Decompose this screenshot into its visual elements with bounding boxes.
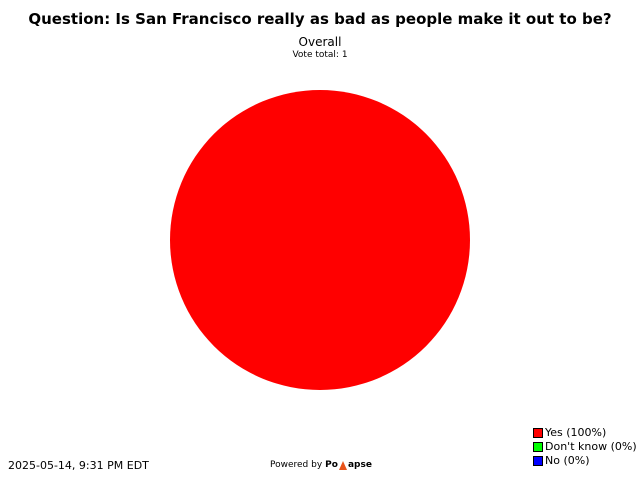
legend-swatch-no (533, 456, 543, 466)
brand-text-left: Po (325, 460, 338, 470)
legend-item-no: No (0%) (533, 454, 637, 468)
legend: Yes (100%) Don't know (0%) No (0%) (533, 426, 637, 468)
brand-logo[interactable]: Po apse (325, 460, 372, 470)
legend-label-yes: Yes (100%) (545, 426, 607, 439)
brand-text-right: apse (347, 460, 372, 470)
legend-item-dont-know: Don't know (0%) (533, 440, 637, 454)
powered-by-label: Powered by (270, 460, 323, 470)
pie-slice-yes (170, 90, 470, 390)
legend-swatch-yes (533, 428, 543, 438)
vote-total: Vote total: 1 (292, 50, 348, 60)
timestamp: 2025-05-14, 9:31 PM EDT (8, 459, 149, 472)
legend-item-yes: Yes (100%) (533, 426, 637, 440)
chart-subtitle: Overall (298, 35, 342, 49)
brand-mark-icon (338, 460, 347, 470)
legend-label-no: No (0%) (545, 454, 590, 467)
legend-label-dont-know: Don't know (0%) (545, 440, 637, 453)
legend-swatch-dont-know (533, 442, 543, 452)
chart-title: Question: Is San Francisco really as bad… (28, 10, 612, 28)
powered-by[interactable]: Powered by Po apse (270, 460, 372, 470)
